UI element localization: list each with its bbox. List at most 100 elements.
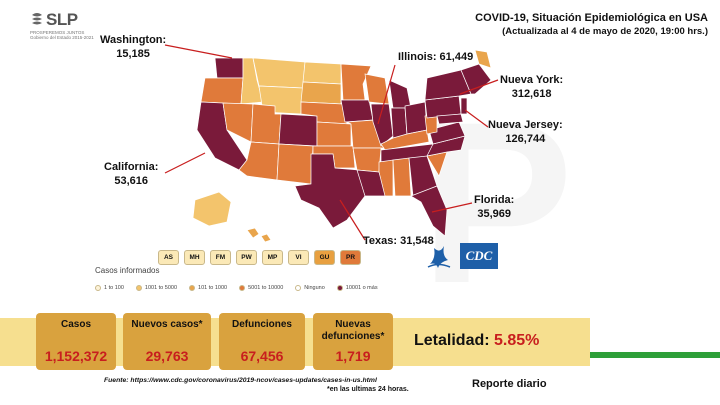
- territory-vi: VI: [288, 250, 309, 265]
- territory-mp: MP: [262, 250, 283, 265]
- legend-swatch: [336, 285, 343, 291]
- state-indiana: [390, 107, 408, 139]
- page-subtitle: (Actualizada al 4 de mayo de 2020, 19:00…: [502, 26, 708, 37]
- callout-new-jersey-value: 126,744: [505, 133, 546, 146]
- state-minnesota: [340, 63, 372, 101]
- footnote: *en las ultimas 24 horas.: [327, 386, 409, 393]
- callout-texas: Texas: 31,548: [363, 235, 434, 247]
- callout-california-name: California:: [104, 161, 159, 173]
- source-link[interactable]: Fuente: https://www.cdc.gov/coronavirus/…: [104, 377, 377, 384]
- stat-nuevos-casos-value: 29,763: [145, 348, 189, 364]
- callout-washington: Washington: 15,185: [100, 33, 166, 62]
- territory-fm: FM: [210, 250, 231, 265]
- state-new-jersey: [460, 97, 468, 115]
- legend-swatch: [95, 285, 101, 291]
- state-michigan: [388, 79, 412, 109]
- legend-swatch: [135, 285, 142, 291]
- state-ohio: [404, 101, 428, 135]
- state-hawaii: [246, 227, 272, 243]
- logo-emblem-icon: [32, 13, 42, 25]
- legend-item: 101 to 1000: [189, 285, 227, 291]
- state-new-mexico: [276, 143, 314, 185]
- territory-as: AS: [158, 250, 179, 265]
- state-virginia: [428, 121, 466, 145]
- legend-label: 1001 to 5000: [144, 285, 178, 291]
- state-colorado: [278, 113, 318, 147]
- state-wisconsin: [364, 73, 390, 105]
- state-oregon: [200, 77, 244, 105]
- callout-washington-name: Washington:: [100, 34, 167, 46]
- legend-label: 5001 to 10000: [248, 285, 284, 291]
- state-north-dakota: [302, 61, 342, 85]
- callout-washington-value: 15,185: [116, 48, 150, 61]
- stat-defunciones-value: 67,456: [240, 348, 284, 364]
- callout-new-jersey: Nueva Jersey: 126,744: [488, 118, 563, 147]
- state-south-dakota: [300, 81, 342, 105]
- state-mississippi: [378, 159, 394, 197]
- state-kansas: [316, 121, 352, 147]
- legend: 1 to 100 1001 to 5000 101 to 1000 5001 to 1…: [95, 285, 378, 291]
- report-label: Reporte diario: [472, 378, 547, 390]
- legend-label: 1 to 100: [104, 285, 124, 291]
- stat-casos-value: 1,152,372: [44, 348, 108, 364]
- callout-new-jersey-name: Nueva Jersey:: [488, 119, 563, 131]
- territory-boxes: AS MH FM PW MP VI GU PR: [158, 250, 361, 265]
- stat-casos-label: Casos: [60, 319, 91, 330]
- stat-nuevos-casos-label: Nuevos casos*: [131, 319, 203, 330]
- letalidad-value: 5.85%: [494, 332, 540, 349]
- callout-florida-name: Florida:: [474, 194, 515, 206]
- legend-label: 10001 o más: [345, 285, 378, 291]
- legend-swatch: [189, 285, 196, 291]
- state-alaska: [192, 191, 232, 227]
- legend-title: Casos informados: [95, 266, 160, 275]
- agency-logos: CDC: [426, 242, 498, 270]
- territory-mh: MH: [184, 250, 205, 265]
- territory-gu: GU: [314, 250, 335, 265]
- callout-new-york: Nueva York: 312,618: [500, 73, 563, 102]
- state-new-york: [424, 69, 472, 101]
- callout-florida-value: 35,969: [477, 208, 511, 221]
- stat-nuevas-defunciones-value: 1,719: [335, 348, 371, 364]
- legend-label: Ninguno: [304, 285, 325, 291]
- callout-new-york-value: 312,618: [511, 88, 552, 101]
- state-maryland: [436, 113, 464, 125]
- callout-illinois: Illinois: 61,449: [398, 51, 474, 63]
- letalidad: Letalidad: 5.85%: [414, 332, 539, 350]
- hhs-eagle-icon: [427, 246, 451, 268]
- state-iowa: [340, 99, 374, 123]
- state-maine: [474, 50, 492, 69]
- state-florida: [410, 185, 448, 237]
- slp-logo: SLP PROSPEREMOS JUNTOS Gobierno del Esta…: [30, 10, 100, 41]
- usa-choropleth-map: [192, 50, 492, 243]
- legend-swatch: [239, 285, 246, 291]
- callout-florida: Florida: 35,969: [474, 193, 514, 222]
- state-montana: [252, 57, 306, 89]
- territory-pw: PW: [236, 250, 257, 265]
- state-alabama: [392, 157, 412, 197]
- legend-item: 1 to 100: [95, 285, 124, 291]
- stat-nuevas-defunciones: Nuevas defunciones* 1,719: [313, 313, 393, 370]
- letalidad-label: Letalidad:: [414, 332, 490, 349]
- stat-nuevas-defunciones-label: Nuevas defunciones*: [321, 319, 385, 342]
- logo-tagline: PROSPEREMOS JUNTOS: [30, 30, 85, 35]
- legend-item: 5001 to 10000: [239, 285, 283, 291]
- stat-defunciones-label: Defunciones: [231, 319, 292, 330]
- stat-defunciones: Defunciones 67,456: [219, 313, 305, 370]
- header: COVID-19, Situación Epidemiológica en US…: [475, 12, 708, 37]
- green-accent-line: [560, 352, 720, 358]
- legend-swatch: [295, 285, 302, 291]
- stat-casos: Casos 1,152,372: [36, 313, 116, 370]
- legend-item: Ninguno: [295, 285, 325, 291]
- logo-name: SLP: [46, 10, 78, 29]
- callout-new-york-name: Nueva York:: [500, 74, 564, 86]
- legend-item: 10001 o más: [336, 285, 378, 291]
- logo-subtagline: Gobierno del Estado 2015-2021: [30, 35, 94, 41]
- state-washington: [214, 57, 244, 79]
- callout-california: California: 53,616: [104, 160, 158, 189]
- stat-nuevos-casos: Nuevos casos* 29,763: [123, 313, 211, 370]
- state-arkansas: [352, 147, 382, 173]
- page-title: COVID-19, Situación Epidemiológica en US…: [475, 12, 708, 24]
- legend-item: 1001 to 5000: [135, 285, 178, 291]
- territory-pr: PR: [340, 250, 361, 265]
- cdc-logo: CDC: [460, 243, 498, 269]
